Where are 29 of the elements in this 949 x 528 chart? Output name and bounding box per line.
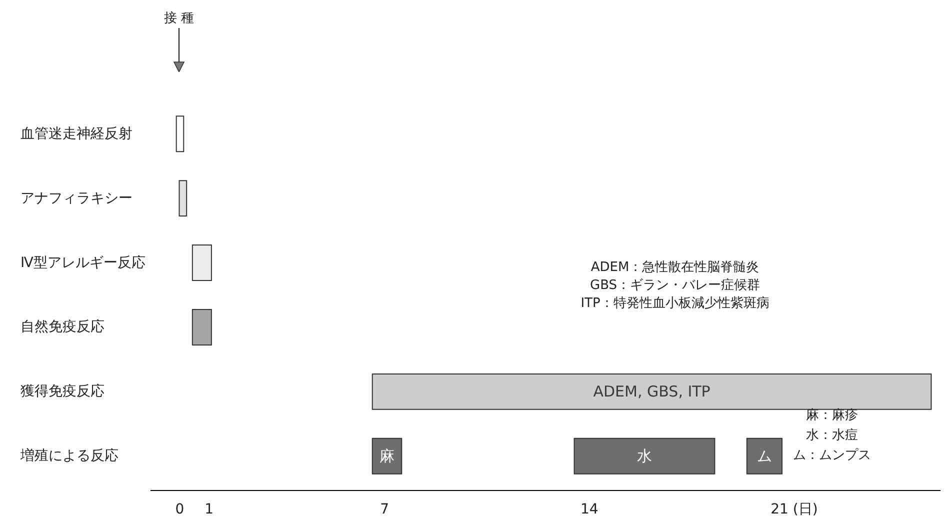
data-label: ム: [756, 447, 772, 466]
bar: [746, 438, 782, 474]
x-tick-label: 7: [380, 502, 390, 518]
annotation: ム：ムンプス: [793, 448, 871, 463]
data-label: 水: [636, 447, 652, 466]
bar: [192, 309, 212, 346]
annotation: 水：水痘: [806, 428, 858, 443]
x-tick-label: 0: [175, 502, 184, 518]
x-tick-label: 21 (日): [770, 502, 818, 518]
x-tick-label: 1: [204, 502, 214, 518]
y-tick-label: アナフィラキシー: [20, 190, 132, 206]
bar: [192, 244, 212, 281]
bar: [178, 180, 188, 217]
data-label: 麻: [380, 447, 394, 466]
bar: [372, 373, 932, 410]
annotation: ADEM：急性散在性脳脊髄炎: [590, 260, 760, 275]
y-tick-label: 獲得免疫反応: [20, 384, 104, 400]
y-tick-label: 増殖による反応: [20, 447, 118, 464]
y-tick-label: 自然免疫反応: [20, 319, 104, 336]
annotation: GBS：ギラン・バレー症候群: [590, 278, 760, 293]
annotation: ITP：特発性血小板減少性紫斑病: [580, 296, 770, 311]
bar: [176, 116, 184, 152]
x-tick-label: 14: [580, 502, 598, 518]
y-tick-label: Ⅳ型アレルギー反応: [20, 254, 146, 271]
data-label: ADEM, GBS, ITP: [593, 382, 710, 401]
text: 接 種: [164, 11, 194, 26]
bar: [574, 438, 716, 474]
y-tick-label: 血管迷走神経反射: [20, 126, 132, 142]
annotation: 麻：麻疹: [806, 408, 858, 423]
